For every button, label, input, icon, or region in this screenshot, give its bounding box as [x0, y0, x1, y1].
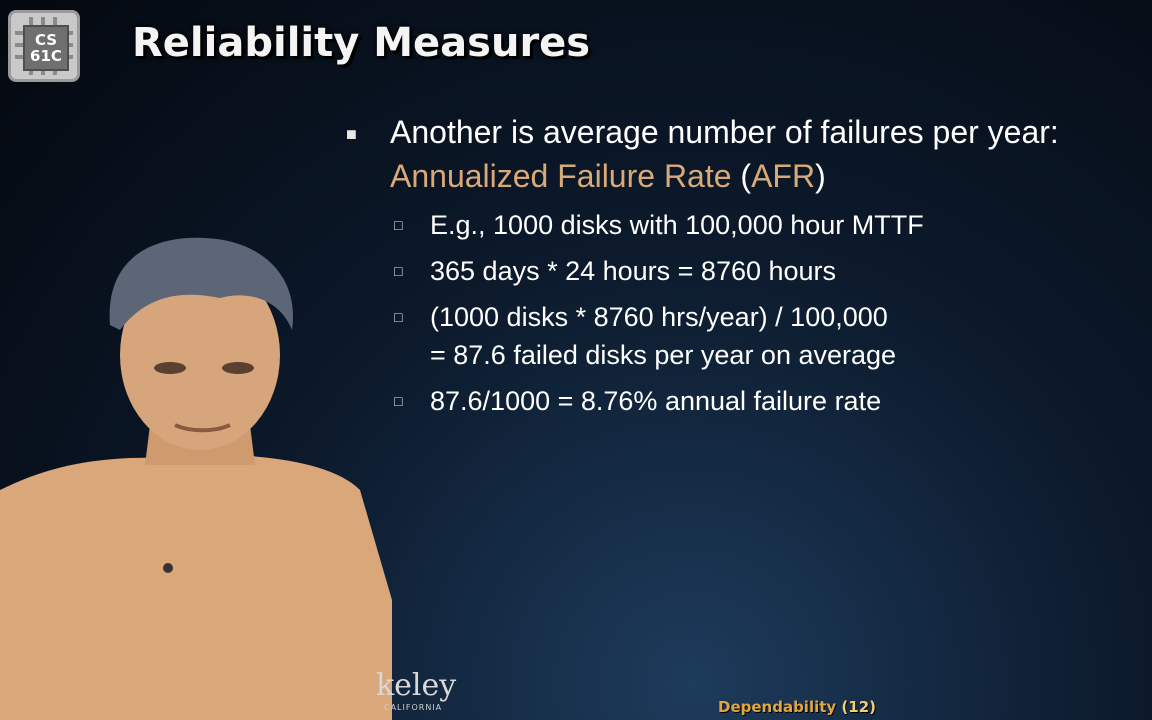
afr-abbr: AFR — [751, 158, 816, 194]
sub-bullet-calculation: □ (1000 disks * 8760 hrs/year) / 100,000… — [394, 298, 1136, 374]
slide-title: Reliability Measures — [132, 20, 591, 66]
main-bullet-text: Another is average number of failures pe… — [390, 110, 1136, 198]
hollow-square-bullet-icon: □ — [394, 263, 403, 279]
presenter-hair — [109, 237, 294, 330]
sub-bullet-text: 365 days * 24 hours = 8760 hours — [430, 256, 837, 286]
sub-bullet-rate: □ 87.6/1000 = 8.76% annual failure rate — [394, 382, 1136, 420]
presenter-body — [0, 456, 392, 720]
square-bullet-icon: ■ — [346, 124, 357, 144]
berkeley-watermark-sub: CALIFORNIA — [384, 703, 443, 712]
hollow-square-bullet-icon: □ — [394, 309, 403, 325]
sub-bullet-text: (1000 disks * 8760 hrs/year) / 100,000 = … — [430, 298, 896, 374]
afr-term: Annualized Failure Rate — [390, 158, 732, 194]
paren-close: ) — [815, 158, 826, 194]
sub-bullet-text: E.g., 1000 disks with 100,000 hour MTTF — [430, 210, 924, 240]
berkeley-watermark: keley — [376, 668, 457, 703]
microphone-icon — [163, 563, 173, 573]
sub-bullet-hours: □ 365 days * 24 hours = 8760 hours — [394, 252, 1136, 290]
slide-footer: Dependability (12) — [718, 698, 876, 716]
main-bullet-prefix: Another is average number of failures pe… — [390, 114, 1059, 150]
logo-chip: CS 61C — [23, 25, 69, 71]
main-bullet: ■ Another is average number of failures … — [346, 110, 1136, 198]
slide-content: ■ Another is average number of failures … — [346, 110, 1136, 420]
sub-bullet-text: 87.6/1000 = 8.76% annual failure rate — [430, 386, 882, 416]
hollow-square-bullet-icon: □ — [394, 217, 403, 233]
calc-line-1: (1000 disks * 8760 hrs/year) / 100,000 — [430, 302, 888, 332]
presenter-video — [0, 237, 392, 720]
logo-line2: 61C — [30, 47, 62, 65]
logo-line1: CS — [34, 31, 58, 49]
hollow-square-bullet-icon: □ — [394, 393, 403, 409]
presenter-face — [120, 260, 280, 450]
calc-line-2: = 87.6 failed disks per year on average — [430, 340, 897, 370]
cs61c-logo: CS 61C — [8, 10, 80, 82]
page-number: (12) — [841, 698, 877, 716]
paren-open: ( — [731, 158, 752, 194]
sub-bullet-example: □ E.g., 1000 disks with 100,000 hour MTT… — [394, 206, 1136, 244]
footer-topic: Dependability — [718, 698, 837, 716]
